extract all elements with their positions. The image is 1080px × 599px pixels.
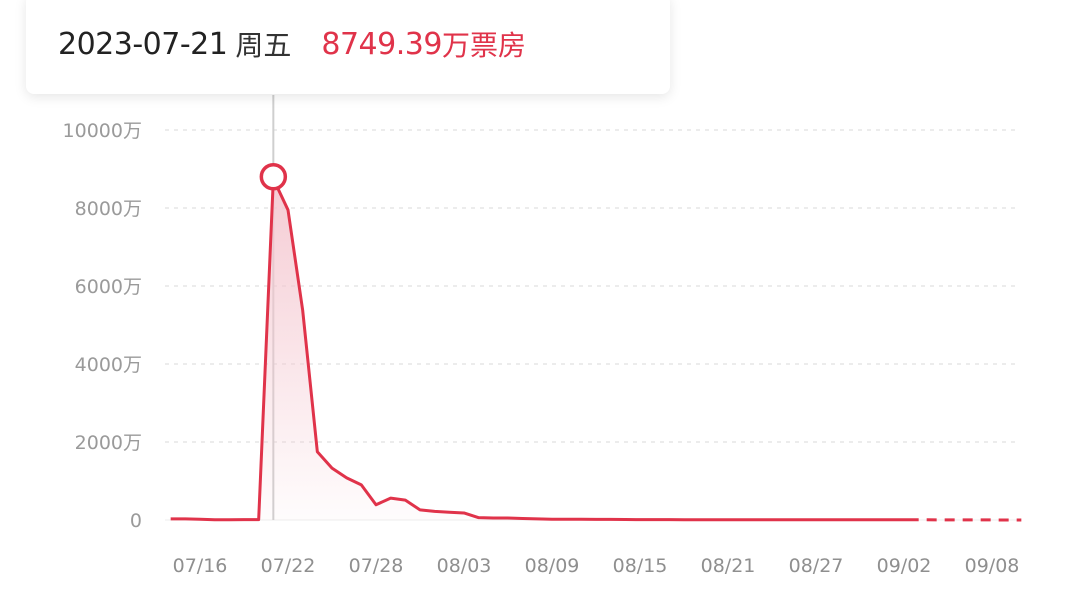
x-tick-label: 09/08 <box>965 555 1020 577</box>
tooltip-unit: 万票房 <box>441 29 526 62</box>
highlight-marker <box>259 163 288 191</box>
x-tick-label: 07/28 <box>349 555 404 577</box>
x-tick-label: 08/15 <box>613 555 668 577</box>
x-tick-label: 07/16 <box>173 555 228 577</box>
x-tick-label: 09/02 <box>877 555 932 577</box>
y-tick-label: 2000万 <box>75 432 142 454</box>
x-tick-label: 08/03 <box>437 555 492 577</box>
y-tick-label: 8000万 <box>75 198 142 220</box>
x-tick-label: 08/21 <box>701 555 756 577</box>
series-line <box>170 177 919 522</box>
tooltip-date: 2023-07-21 <box>58 26 228 62</box>
tooltip-weekday: 周五 <box>235 29 292 62</box>
x-tick-label: 08/09 <box>525 555 580 577</box>
y-tick-label: 0 <box>130 510 142 532</box>
x-tick-label: 08/27 <box>789 555 844 577</box>
x-tick-label: 07/22 <box>261 555 316 577</box>
y-tick-label: 4000万 <box>75 354 142 376</box>
area-fill <box>170 178 919 520</box>
tooltip-value: 8749.39 <box>321 26 442 62</box>
y-tick-label: 10000万 <box>63 120 142 142</box>
tooltip: 2023-07-21 周五 8749.39 万票房 <box>26 0 670 94</box>
y-tick-label: 6000万 <box>75 276 142 298</box>
